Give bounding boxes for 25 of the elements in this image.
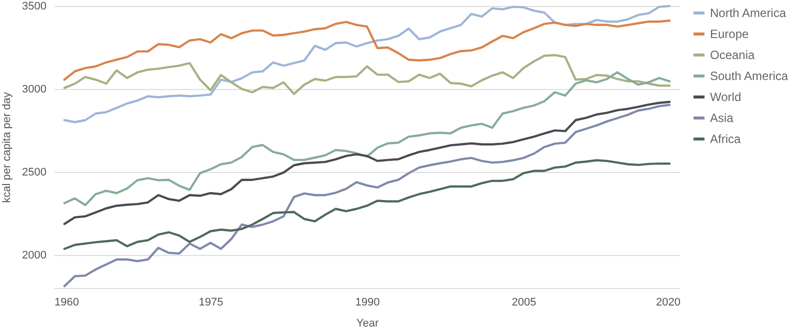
line-series [63,104,671,288]
legend-label: World [710,90,742,104]
line-series [63,4,671,124]
legend-label: Oceania [710,48,756,62]
y-tick-label: 3500 [22,0,46,12]
x-tick-label: 1975 [198,296,224,308]
x-axis-title: Year [356,318,379,329]
x-tick-label: 1960 [54,296,79,308]
legend-label: North America [710,6,786,20]
y-tick-label: 3000 [22,83,46,96]
legend-label: Asia [710,111,734,125]
legend-label: South America [710,69,788,83]
y-axis-title: kcal per capita per day [1,92,14,203]
x-tick-label: 2005 [512,296,536,308]
line-series [63,159,671,250]
line-series [63,20,671,81]
legend-label: Africa [710,132,741,146]
x-tick-label: 2020 [656,296,680,308]
legend-label: Europe [710,27,750,41]
x-tick-label: 1990 [355,296,380,308]
y-tick-label: 2000 [22,249,46,262]
line-series [63,71,671,206]
y-tick-label: 2500 [22,166,46,178]
line-series [63,100,671,226]
line-series [63,54,671,96]
